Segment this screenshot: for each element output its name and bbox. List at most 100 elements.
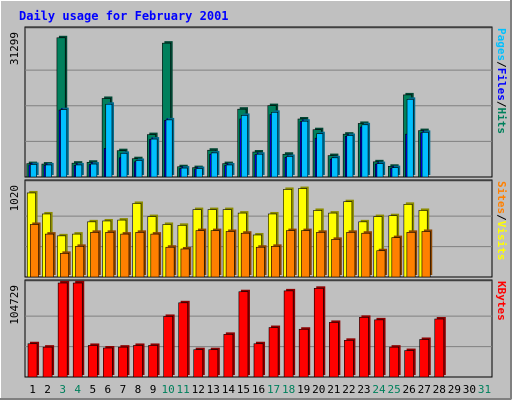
- bar-kbytes-day-12: [193, 349, 204, 378]
- x-tick-label-day-11: 11: [177, 383, 190, 396]
- bar-sites-day-15: [240, 232, 250, 278]
- bar-pages-day-6: [105, 103, 113, 178]
- x-tick-label-day-25: 25: [387, 383, 400, 396]
- bar-kbytes-day-22: [344, 340, 354, 378]
- x-tick-label-day-9: 9: [150, 383, 157, 396]
- bar-kbytes-day-11: [178, 302, 188, 378]
- bar-sites-day-19: [301, 230, 311, 278]
- x-tick-label-day-17: 17: [267, 383, 280, 396]
- bar-pages-day-8: [135, 160, 143, 178]
- x-tick-label-day-27: 27: [418, 383, 431, 396]
- bar-pages-day-3: [60, 109, 68, 178]
- bar-sites-day-2: [45, 233, 54, 278]
- x-tick-label-day-13: 13: [207, 383, 220, 396]
- bar-kbytes-day-18: [283, 290, 294, 378]
- bar-sites-day-7: [120, 233, 130, 278]
- x-tick-label-day-20: 20: [312, 383, 325, 396]
- bar-pages-day-10: [165, 119, 173, 178]
- x-tick-label-day-5: 5: [89, 383, 96, 396]
- middle-legend-item: Sites: [495, 181, 508, 214]
- bar-sites-day-13: [210, 230, 220, 278]
- x-tick-label-day-8: 8: [135, 383, 142, 396]
- bottom-legend-item: KBytes: [495, 281, 508, 321]
- bar-pages-day-14: [225, 164, 233, 178]
- bar-pages-day-9: [150, 138, 158, 178]
- bar-sites-day-25: [391, 237, 401, 278]
- bar-sites-day-21: [331, 239, 341, 278]
- bar-sites-day-3: [60, 253, 69, 278]
- top-legend-item: /: [495, 101, 508, 108]
- bar-pages-day-11: [180, 167, 188, 178]
- bar-pages-day-26: [406, 99, 414, 178]
- bar-sites-day-4: [75, 246, 85, 278]
- bar-sites-day-6: [105, 232, 115, 278]
- x-tick-label-day-26: 26: [403, 383, 416, 396]
- bar-sites-day-22: [346, 232, 356, 278]
- x-tick-label-day-21: 21: [327, 383, 340, 396]
- top-max-label: 31299: [8, 32, 21, 65]
- bar-kbytes-day-14: [223, 334, 234, 378]
- bar-pages-day-1: [30, 164, 37, 178]
- x-tick-label-day-3: 3: [59, 383, 66, 396]
- bar-pages-day-4: [75, 164, 83, 178]
- bar-pages-day-22: [346, 135, 354, 178]
- bar-kbytes-day-1: [27, 343, 38, 378]
- middle-legend: Sites/Visits: [495, 181, 508, 261]
- bar-sites-day-9: [150, 233, 160, 278]
- x-tick-label-day-12: 12: [192, 383, 205, 396]
- bar-kbytes-day-26: [404, 350, 414, 378]
- bar-pages-day-12: [195, 168, 203, 178]
- middle-max-label: 1020: [8, 185, 21, 212]
- bottom-legend: KBytes: [495, 281, 508, 321]
- bar-pages-day-13: [210, 152, 218, 178]
- x-tick-label-day-6: 6: [105, 383, 112, 396]
- bar-kbytes-day-4: [72, 282, 83, 378]
- x-tick-label-day-29: 29: [448, 383, 461, 396]
- bar-kbytes-day-17: [268, 327, 279, 378]
- x-tick-label-day-28: 28: [433, 383, 446, 396]
- bar-pages-day-17: [271, 112, 278, 178]
- bar-kbytes-day-27: [419, 339, 430, 378]
- bar-sites-day-18: [286, 230, 295, 278]
- bar-sites-day-12: [195, 230, 205, 278]
- x-tick-label-day-30: 30: [463, 383, 476, 396]
- x-tick-label-day-19: 19: [297, 383, 310, 396]
- top-legend-item: Hits: [495, 108, 508, 135]
- x-tick-label-day-14: 14: [222, 383, 236, 396]
- bar-kbytes-day-23: [359, 317, 369, 378]
- bar-kbytes-day-21: [329, 322, 339, 378]
- x-tick-label-day-7: 7: [120, 383, 127, 396]
- bar-kbytes-day-24: [374, 319, 384, 378]
- x-tick-label-day-16: 16: [252, 383, 265, 396]
- bar-kbytes-day-13: [208, 349, 219, 378]
- bar-kbytes-day-15: [238, 291, 249, 378]
- bar-kbytes-day-28: [434, 318, 445, 378]
- bar-sites-day-16: [255, 246, 265, 278]
- bar-sites-day-14: [225, 231, 235, 278]
- bottom-max-label: 104729: [8, 285, 21, 325]
- bar-sites-day-17: [271, 246, 280, 278]
- bar-pages-day-27: [421, 132, 429, 178]
- bar-pages-day-24: [376, 163, 384, 178]
- bar-pages-day-7: [120, 153, 128, 178]
- chart-title: Daily usage for February 2001: [19, 9, 229, 23]
- middle-legend-item: Visits: [495, 221, 508, 261]
- x-tick-label-day-23: 23: [357, 383, 370, 396]
- panel-hits-files-pages: 31299 Pages/Files/Hits: [8, 26, 508, 178]
- bar-sites-day-11: [180, 248, 190, 278]
- bar-kbytes-day-25: [389, 346, 399, 378]
- top-legend-item: Files: [495, 68, 508, 101]
- bar-kbytes-day-19: [298, 328, 309, 378]
- x-tick-label-day-22: 22: [342, 383, 355, 396]
- bar-pages-day-16: [256, 153, 263, 178]
- bar-sites-day-23: [361, 232, 371, 278]
- bar-kbytes-day-20: [313, 288, 324, 378]
- x-axis-day-labels: 1 2 3 4 5 6 7 8 9 10 11 12 13 14 15 16 17 18 19 20 21 22 23 24 2…: [29, 383, 491, 396]
- bar-kbytes-day-6: [103, 347, 113, 378]
- bar-sites-day-5: [90, 232, 100, 278]
- middle-legend-item: /: [495, 214, 508, 221]
- bar-pages-day-21: [331, 157, 339, 178]
- x-tick-label-day-10: 10: [161, 383, 174, 396]
